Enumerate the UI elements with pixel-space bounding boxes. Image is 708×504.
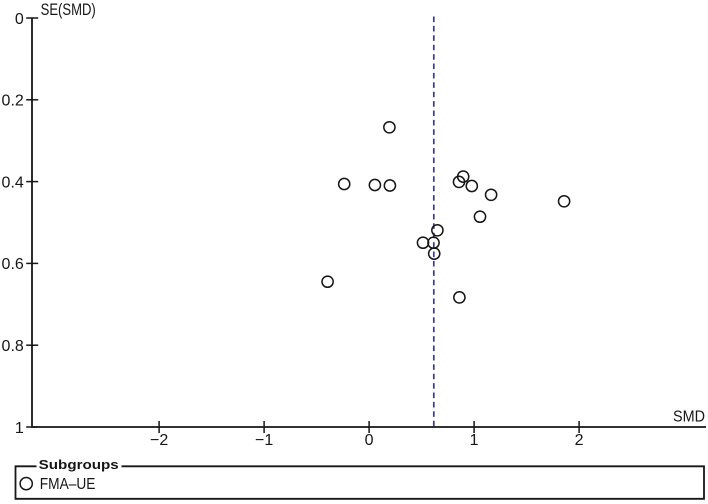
svg-text:−2: −2 xyxy=(150,432,168,449)
svg-text:0.4: 0.4 xyxy=(2,174,24,191)
svg-text:1: 1 xyxy=(15,420,24,437)
svg-text:0.2: 0.2 xyxy=(2,93,24,110)
svg-text:0: 0 xyxy=(365,432,374,449)
svg-text:0.6: 0.6 xyxy=(2,256,24,273)
svg-text:FMA–UE: FMA–UE xyxy=(40,476,96,493)
svg-text:Subgroups: Subgroups xyxy=(39,458,119,472)
svg-text:0: 0 xyxy=(15,11,24,28)
svg-text:SE(SMD): SE(SMD) xyxy=(41,1,96,19)
svg-text:1: 1 xyxy=(470,432,479,449)
svg-text:−1: −1 xyxy=(255,432,273,449)
svg-text:0.8: 0.8 xyxy=(2,338,24,355)
svg-text:2: 2 xyxy=(575,432,584,449)
svg-text:SMD: SMD xyxy=(673,408,705,425)
